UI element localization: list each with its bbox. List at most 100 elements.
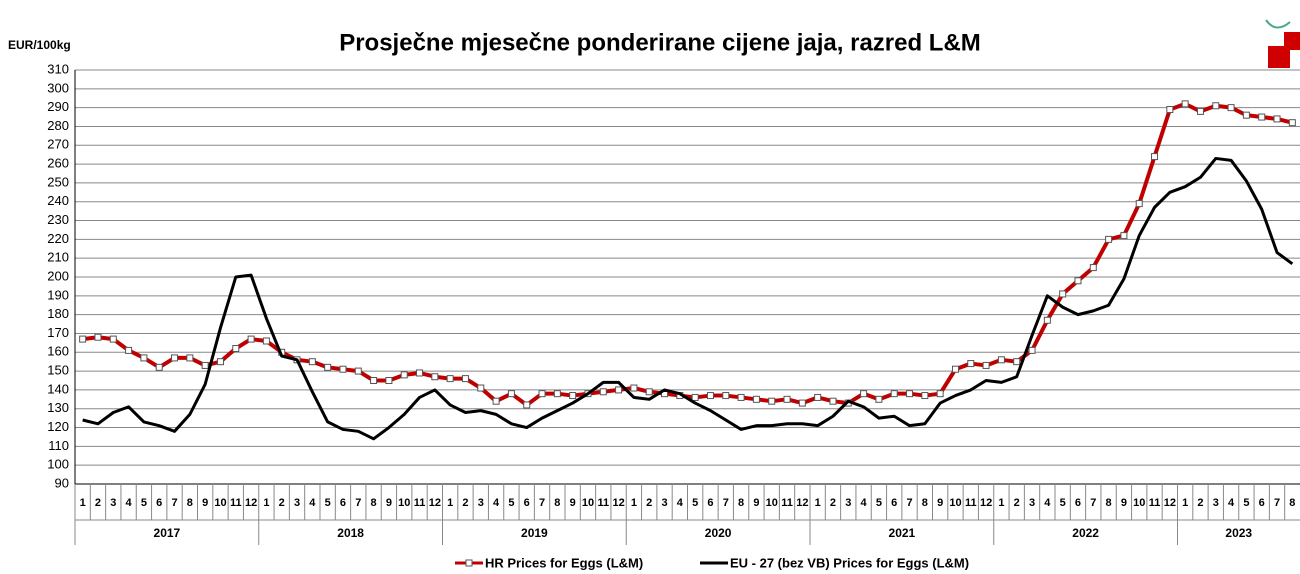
logo [1265, 19, 1300, 68]
y-tick-label: 100 [47, 457, 69, 472]
point-marker [400, 371, 408, 379]
point-marker [752, 395, 760, 403]
point-marker [783, 395, 791, 403]
point-marker [1242, 111, 1250, 119]
point-marker [615, 386, 623, 394]
point-marker [982, 361, 990, 369]
point-marker [967, 360, 975, 368]
x-tick-label: 5 [141, 497, 147, 509]
point-marker [951, 365, 959, 373]
x-tick-label: 10 [1133, 497, 1145, 509]
x-tick-label: 3 [845, 497, 851, 509]
x-tick-label: 6 [156, 497, 162, 509]
x-tick-label: 2 [1197, 497, 1203, 509]
x-tick-label: 4 [493, 497, 500, 509]
legend-marker [465, 559, 473, 567]
x-tick-label: 1 [631, 497, 637, 509]
x-tick-label: 5 [876, 497, 882, 509]
point-marker [1227, 104, 1235, 112]
point-marker [798, 399, 806, 407]
x-tick-label: 5 [692, 497, 698, 509]
y-tick-label: 180 [47, 306, 69, 321]
point-marker [232, 345, 240, 353]
point-marker [155, 363, 163, 371]
point-marker [354, 367, 362, 375]
point-marker [630, 384, 638, 392]
point-marker [538, 390, 546, 398]
x-tick-label: 11 [1149, 497, 1161, 509]
year-label: 2017 [154, 526, 181, 540]
point-marker [385, 377, 393, 384]
point-marker [262, 337, 270, 345]
x-tick-label: 7 [1274, 497, 1280, 509]
point-marker [890, 390, 898, 398]
x-tick-label: 8 [1289, 497, 1295, 509]
x-tick-label: 6 [1259, 497, 1265, 509]
x-tick-label: 12 [796, 497, 808, 509]
legend-label: HR Prices for Eggs (L&M) [485, 555, 643, 570]
point-marker [1028, 346, 1036, 354]
y-tick-label: 310 [47, 61, 69, 76]
point-marker [1212, 102, 1220, 110]
x-tick-label: 11 [414, 497, 426, 509]
point-marker [921, 392, 929, 400]
x-tick-label: 9 [570, 497, 576, 509]
year-label: 2020 [705, 526, 732, 540]
point-marker [492, 397, 500, 405]
x-tick-label: 3 [1213, 497, 1219, 509]
x-tick-label: 7 [355, 497, 361, 509]
x-tick-label: 5 [1243, 497, 1249, 509]
point-marker [1151, 153, 1159, 161]
y-axis-label: EUR/100kg [8, 38, 71, 52]
x-tick-label: 7 [906, 497, 912, 509]
x-tick-label: 9 [937, 497, 943, 509]
point-marker [79, 335, 87, 343]
x-tick-label: 7 [171, 497, 177, 509]
point-marker [247, 335, 255, 343]
y-tick-label: 140 [47, 381, 69, 396]
point-marker [431, 373, 439, 381]
point-marker [370, 377, 378, 384]
x-tick-label: 7 [1090, 497, 1096, 509]
y-tick-label: 90 [55, 475, 69, 490]
y-tick-label: 170 [47, 325, 69, 340]
point-marker [416, 369, 424, 377]
x-tick-label: 9 [1121, 497, 1127, 509]
x-tick-label: 1 [998, 497, 1004, 509]
x-tick-label: 8 [371, 497, 377, 509]
y-tick-label: 210 [47, 250, 69, 265]
point-marker [1135, 200, 1143, 208]
point-marker [1120, 232, 1128, 240]
point-marker [507, 390, 515, 398]
point-marker [1166, 106, 1174, 114]
x-tick-label: 12 [1164, 497, 1176, 509]
point-marker [201, 361, 209, 369]
point-marker [1089, 264, 1097, 272]
y-tick-label: 280 [47, 118, 69, 133]
x-tick-label: 9 [753, 497, 759, 509]
x-tick-label: 4 [1044, 497, 1051, 509]
x-tick-label: 6 [524, 497, 530, 509]
y-tick-label: 110 [48, 438, 69, 453]
x-tick-label: 4 [309, 497, 316, 509]
y-tick-label: 250 [47, 174, 69, 189]
x-tick-label: 1 [447, 497, 453, 509]
x-tick-label: 12 [612, 497, 624, 509]
x-tick-label: 8 [738, 497, 744, 509]
point-marker [216, 358, 224, 366]
point-marker [171, 354, 179, 362]
point-marker [599, 388, 607, 396]
point-marker [645, 388, 653, 396]
x-tick-label: 8 [922, 497, 928, 509]
x-tick-label: 10 [949, 497, 961, 509]
x-tick-label: 5 [1060, 497, 1066, 509]
point-marker [94, 333, 102, 341]
point-marker [722, 392, 730, 400]
y-tick-label: 260 [47, 156, 69, 171]
x-tick-label: 10 [398, 497, 410, 509]
point-marker [1059, 290, 1067, 298]
point-marker [523, 401, 531, 409]
point-marker [125, 346, 133, 354]
point-marker [1105, 235, 1113, 243]
point-marker [109, 335, 117, 343]
